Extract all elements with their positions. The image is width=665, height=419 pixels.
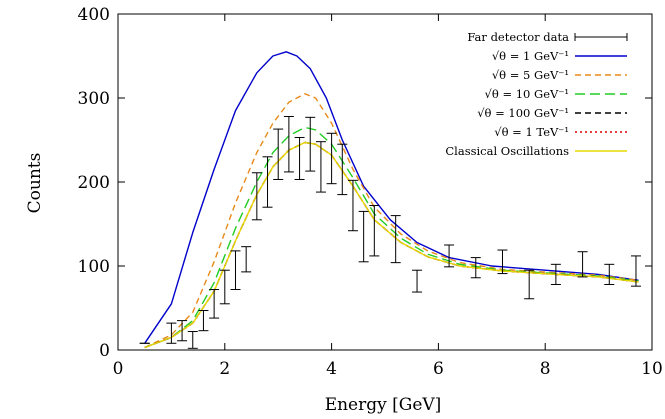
data-point	[497, 249, 508, 275]
legend-label: Classical Oscillations	[445, 144, 569, 158]
data-point	[209, 289, 220, 319]
data-point	[315, 141, 326, 193]
data-point	[577, 251, 588, 278]
y-axis-label: Counts	[25, 153, 45, 214]
legend-label: Far detector data	[467, 30, 569, 44]
data-point	[166, 322, 177, 344]
data-point	[326, 132, 337, 185]
y-tick-label: 200	[78, 173, 110, 193]
x-tick-label: 4	[326, 359, 337, 379]
legend: Far detector data √θ = 1 GeV⁻¹ √θ = 5 GeV⁻…	[445, 30, 628, 158]
y-tick-label: 400	[78, 5, 110, 25]
data-point	[444, 244, 455, 268]
data-points-layer	[139, 115, 641, 349]
y-tick-label: 300	[78, 89, 110, 109]
legend-label: √θ = 1 GeV⁻¹	[492, 49, 569, 63]
legend-label: √θ = 10 GeV⁻¹	[485, 87, 569, 101]
legend-label: √θ = 1 TeV⁻¹	[494, 125, 569, 139]
x-tick-label: 8	[540, 359, 551, 379]
data-point	[177, 320, 188, 342]
data-point	[251, 172, 262, 221]
data-point	[198, 310, 209, 332]
data-point	[369, 205, 380, 257]
data-point	[230, 250, 241, 291]
data-point	[337, 143, 348, 196]
data-point	[390, 215, 401, 264]
series-line	[144, 141, 639, 349]
data-point	[630, 255, 641, 287]
legend-label: √θ = 5 GeV⁻¹	[492, 68, 569, 82]
series-line	[144, 126, 639, 349]
data-point	[283, 115, 294, 173]
x-tick-label: 10	[641, 359, 663, 379]
data-point	[219, 269, 230, 305]
y-tick-label: 100	[78, 257, 110, 277]
legend-label: √θ = 100 GeV⁻¹	[477, 106, 569, 120]
series-line	[144, 141, 639, 349]
series-layer	[144, 51, 639, 349]
series-line	[144, 93, 639, 349]
data-point	[412, 269, 423, 293]
data-point	[187, 331, 198, 349]
x-axis-label: Energy [GeV]	[325, 395, 442, 415]
data-point	[294, 136, 305, 180]
x-tick-label: 0	[113, 359, 124, 379]
series-line	[144, 141, 639, 349]
data-point	[550, 263, 561, 285]
x-tick-label: 2	[219, 359, 230, 379]
data-point	[470, 257, 481, 279]
series-line	[144, 51, 639, 344]
data-point	[524, 269, 535, 300]
data-point	[273, 128, 284, 180]
data-point	[305, 116, 316, 172]
data-point	[347, 179, 358, 232]
data-point	[358, 210, 369, 263]
data-point	[262, 156, 273, 208]
x-tick-label: 6	[433, 359, 444, 379]
data-point	[604, 263, 615, 285]
data-point	[241, 246, 252, 273]
y-tick-label: 0	[99, 341, 110, 361]
